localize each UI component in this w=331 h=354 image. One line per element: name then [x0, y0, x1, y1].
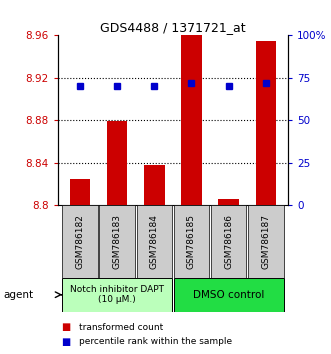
Bar — [248, 205, 284, 278]
Bar — [174, 205, 209, 278]
Bar — [107, 121, 127, 205]
Text: GSM786187: GSM786187 — [261, 214, 270, 269]
Text: GSM786182: GSM786182 — [76, 214, 85, 269]
Text: GSM786183: GSM786183 — [113, 214, 122, 269]
Text: GSM786184: GSM786184 — [150, 214, 159, 269]
Text: ■: ■ — [61, 337, 71, 347]
Bar — [181, 35, 202, 205]
Bar — [144, 165, 165, 205]
Text: Notch inhibitor DAPT
(10 μM.): Notch inhibitor DAPT (10 μM.) — [70, 285, 164, 304]
Bar — [137, 205, 172, 278]
Text: ■: ■ — [61, 322, 71, 332]
Bar — [62, 205, 98, 278]
Bar — [174, 278, 284, 312]
Text: GSM786185: GSM786185 — [187, 214, 196, 269]
Bar — [211, 205, 246, 278]
Text: agent: agent — [3, 290, 33, 300]
Bar — [218, 199, 239, 205]
Bar — [70, 179, 90, 205]
Bar — [256, 41, 276, 205]
Text: percentile rank within the sample: percentile rank within the sample — [79, 337, 233, 346]
Bar — [62, 278, 172, 312]
Bar — [100, 205, 135, 278]
Title: GDS4488 / 1371721_at: GDS4488 / 1371721_at — [100, 21, 246, 34]
Text: transformed count: transformed count — [79, 323, 164, 332]
Text: DMSO control: DMSO control — [193, 290, 264, 300]
Text: GSM786186: GSM786186 — [224, 214, 233, 269]
